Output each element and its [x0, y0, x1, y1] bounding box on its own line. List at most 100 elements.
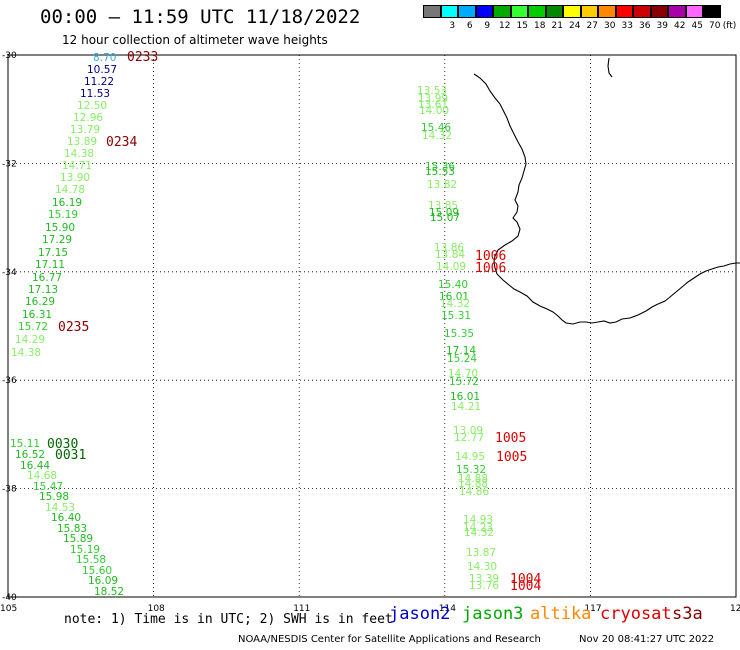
wave-height-value: 15.36: [425, 161, 455, 173]
wave-height-value: 14.70: [448, 368, 478, 380]
wave-height-value: 14.38: [64, 148, 94, 160]
legend-swatch-label: 3: [449, 21, 456, 31]
satellite-altika: altika: [530, 604, 592, 624]
lat-lon-grid: 105 108 111 114 117 120 -30 -32 -34 -36 -38 -40: [0, 51, 740, 614]
lat-tick-label: -30: [2, 51, 17, 61]
coastline-island: [607, 57, 613, 78]
lat-tick-label: -40: [2, 593, 17, 603]
legend-unit: (ft): [722, 21, 737, 31]
legend-swatch-label: 15: [516, 21, 528, 31]
wave-height-value: 13.79: [70, 124, 100, 136]
wave-height-value: 16.40: [51, 512, 81, 524]
wave-height-value: 15.72: [449, 376, 479, 388]
wave-height-value: 15.40: [438, 279, 468, 291]
wave-height-value: 15.32: [456, 464, 486, 476]
legend-swatch-label: 70: [709, 21, 721, 31]
page-subtitle: 12 hour collection of altimeter wave hei…: [62, 33, 328, 47]
legend-swatch: [650, 5, 668, 18]
wave-height-value: 14.32: [440, 298, 470, 310]
satellite-jason3: jason3: [462, 604, 524, 624]
wave-height-value: 16.01: [450, 391, 480, 403]
pass-time-label: 0235: [58, 320, 89, 335]
wave-height-value: 12.50: [77, 100, 107, 112]
legend-swatch: [528, 5, 546, 18]
wave-height-value: 16.77: [32, 272, 62, 284]
wave-height-value: 17.15: [38, 247, 68, 259]
wave-height-value: 13.53: [417, 85, 447, 97]
lon-tick-label: 114: [439, 604, 456, 614]
legend-swatch: [563, 5, 581, 18]
generation-timestamp: Nov 20 08:41:27 UTC 2022: [579, 634, 715, 645]
legend-swatch-label: 33: [621, 21, 633, 31]
lon-tick-label: 111: [293, 604, 310, 614]
legend-swatch: [475, 5, 493, 18]
wave-height-value: 14.71: [62, 160, 92, 172]
wave-height-value: 18.52: [94, 586, 124, 598]
legend-swatch: [580, 5, 598, 18]
wave-height-value: 13.99: [418, 93, 448, 105]
wave-height-value: 14.21: [451, 401, 481, 413]
wave-height-value: 16.29: [25, 296, 55, 308]
wave-height-value: 14.32: [464, 527, 494, 539]
wave-height-value: 14.95: [455, 451, 485, 463]
map-frame: [7, 54, 737, 598]
lat-tick-label: -32: [2, 159, 17, 169]
wave-height-value: 14.86: [459, 486, 489, 498]
wave-height-value: 14.32: [422, 130, 452, 142]
wave-height-value: 13.76: [469, 580, 499, 592]
wave-height-value: 13.61: [418, 99, 448, 111]
wave-height-value: 14.88: [458, 473, 488, 485]
legend-swatch-label: 39: [656, 21, 668, 31]
wave-height-value: 11.22: [84, 76, 114, 88]
wave-height-value: 14.23: [463, 522, 493, 534]
wave-height-value: 10.57: [87, 64, 117, 76]
wave-height-value: 13.89: [67, 136, 97, 148]
pass-time-label: 1006: [475, 249, 506, 264]
wave-height-value: 17.13: [28, 284, 58, 296]
wave-height-value: 15.46: [421, 122, 451, 134]
legend-swatch-label: 36: [639, 21, 651, 31]
wave-height-value: 15.53: [425, 166, 455, 178]
wave-height-value: 15.31: [441, 310, 471, 322]
color-legend: [423, 5, 721, 18]
wave-height-value: 14.29: [15, 334, 45, 346]
wave-height-value: 14.00: [419, 105, 449, 117]
wave-height-value: 13.39: [469, 573, 499, 585]
wave-height-value: 14.09: [436, 261, 466, 273]
wave-height-value: 14.30: [467, 561, 497, 573]
legend-swatch: [423, 5, 441, 18]
legend-swatch-label: 45: [691, 21, 703, 31]
wave-height-value: 17.11: [35, 259, 65, 271]
wave-height-value: 15.11: [10, 438, 40, 450]
lat-tick-label: -36: [2, 376, 17, 386]
legend-swatch: [615, 5, 633, 18]
wave-height-value: 16.44: [20, 460, 50, 472]
legend-swatch: [633, 5, 651, 18]
wave-height-value: 15.47: [33, 481, 63, 493]
legend-swatch: [685, 5, 703, 18]
legend-swatch-label: 21: [551, 21, 563, 31]
coastline-west-australia: [473, 73, 740, 325]
legend-swatch-label: 6: [466, 21, 473, 31]
wave-height-value: 14.53: [45, 502, 75, 514]
wave-height-value: 13.85: [428, 200, 458, 212]
legend-swatch: [458, 5, 476, 18]
lat-tick-label: -34: [2, 268, 17, 278]
wave-height-value: 8.70: [93, 52, 116, 64]
lon-tick-label: 117: [584, 604, 601, 614]
satellite-cryosat: cryosat: [600, 604, 672, 624]
legend-swatch: [703, 5, 721, 18]
legend-swatch-label: 12: [499, 21, 511, 31]
legend-swatch: [510, 5, 528, 18]
legend-swatch: [493, 5, 511, 18]
wave-height-value: 13.87: [466, 547, 496, 559]
lon-tick-label: 120: [730, 604, 740, 614]
pass-time-label: 1005: [496, 450, 527, 465]
coastline: [473, 57, 740, 325]
units-note: note: 1) Time is in UTC; 2) SWH is in fe…: [64, 612, 393, 627]
color-legend-labels: 3 6 9 12 15 18 21 24 27 30 33 36 39 42 45 70 (ft): [423, 21, 740, 33]
wave-height-value: 13.84: [435, 249, 465, 261]
wave-height-value: 15.58: [76, 554, 106, 566]
wave-height-value: 16.09: [88, 575, 118, 587]
wave-height-value: 15.72: [18, 321, 48, 333]
